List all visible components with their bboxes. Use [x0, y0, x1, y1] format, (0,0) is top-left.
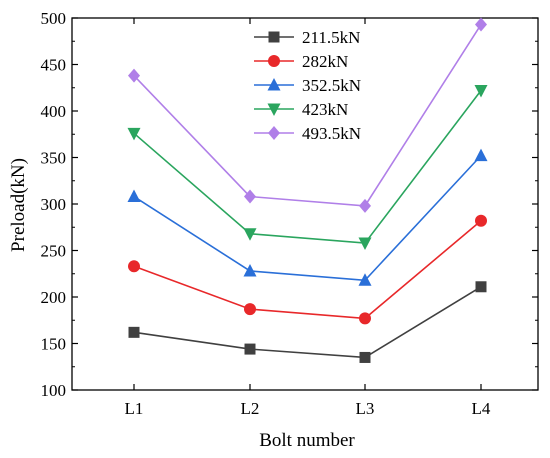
- series-2: [128, 214, 487, 325]
- y-tick-label: 400: [41, 102, 67, 121]
- legend: 211.5kN 282kN 352.5kN 423kN 493.5kN: [254, 28, 361, 143]
- series-4: [127, 85, 488, 251]
- x-axis-title: Bolt number: [259, 430, 355, 451]
- data-point: [243, 228, 257, 241]
- data-point: [475, 281, 487, 293]
- data-point: [128, 260, 140, 273]
- y-tick-label: 350: [41, 149, 67, 168]
- data-point: [359, 351, 371, 363]
- legend-label: 352.5kN: [302, 76, 361, 95]
- y-tick-label: 500: [41, 9, 67, 28]
- y-tick-label: 200: [41, 288, 67, 307]
- data-point: [243, 263, 257, 277]
- data-point: [474, 85, 488, 98]
- data-point: [127, 189, 141, 203]
- legend-item: 352.5kN: [254, 76, 361, 95]
- series-5: [128, 17, 487, 213]
- series-line: [133, 220, 482, 320]
- series-line: [133, 90, 482, 244]
- legend-marker: [267, 103, 281, 116]
- data-point: [127, 127, 141, 141]
- legend-item: 211.5kN: [254, 28, 360, 47]
- data-point: [474, 148, 488, 162]
- data-point: [244, 189, 256, 204]
- series-line: [133, 286, 482, 359]
- legend-label: 493.5kN: [302, 124, 361, 143]
- series-1: [128, 281, 487, 363]
- legend-label: 282kN: [302, 52, 348, 71]
- legend-label: 211.5kN: [302, 28, 360, 47]
- x-tick-label: L3: [356, 399, 375, 418]
- legend-marker: [267, 78, 281, 91]
- axes: 100 150 200 250 300 350 400 450 500 L1 L2 L3 L4: [41, 9, 539, 418]
- series-3: [127, 148, 488, 286]
- legend-item: 423kN: [254, 100, 348, 119]
- x-tick-label: L1: [125, 399, 144, 418]
- x-tick-label: L4: [472, 399, 491, 418]
- data-point: [359, 312, 371, 325]
- y-axis-title: Preload(kN): [8, 158, 29, 252]
- y-tick-label: 100: [41, 381, 67, 400]
- data-point: [475, 214, 487, 227]
- legend-label: 423kN: [302, 100, 348, 119]
- data-point: [244, 303, 256, 316]
- legend-marker: [268, 55, 280, 67]
- data-point: [475, 17, 487, 32]
- data-point: [244, 343, 256, 355]
- data-point: [128, 68, 140, 83]
- series-line: [133, 24, 482, 207]
- y-tick-label: 250: [41, 242, 67, 261]
- legend-marker: [268, 126, 280, 140]
- data-point: [358, 273, 372, 286]
- data-point: [128, 326, 140, 338]
- x-tick-label: L2: [241, 399, 260, 418]
- y-tick-label: 450: [41, 56, 67, 75]
- series-layer: [127, 17, 488, 363]
- legend-marker: [268, 31, 280, 43]
- y-tick-label: 300: [41, 195, 67, 214]
- data-point: [358, 237, 372, 251]
- y-tick-label: 150: [41, 335, 67, 354]
- legend-item: 493.5kN: [254, 124, 361, 143]
- legend-item: 282kN: [254, 52, 348, 71]
- data-point: [359, 198, 371, 213]
- series-line: [133, 155, 482, 282]
